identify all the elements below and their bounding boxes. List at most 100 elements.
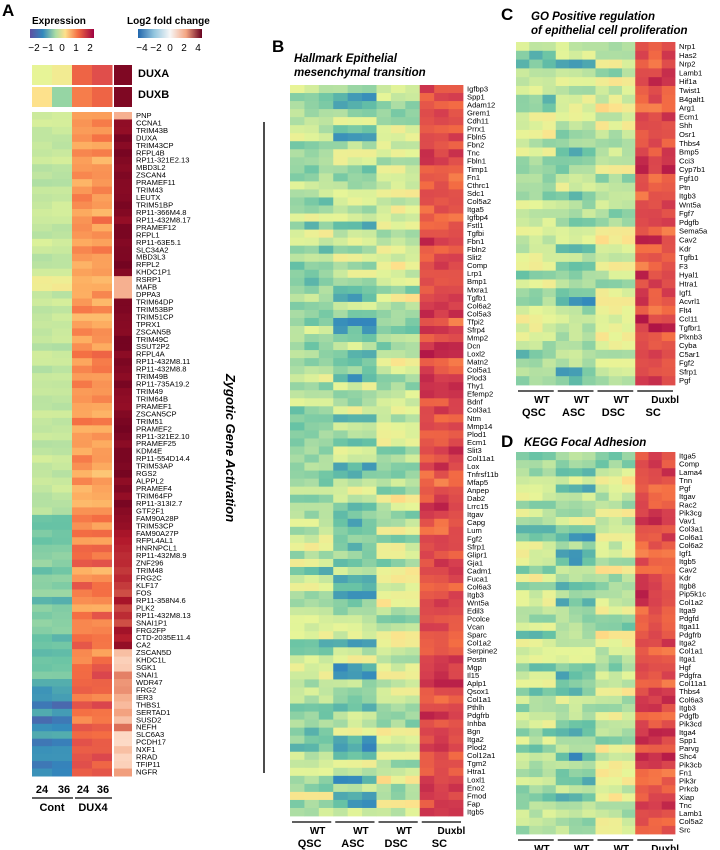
heatmap-cell	[635, 121, 649, 131]
heatmap-cell	[582, 460, 596, 469]
heatmap-d	[516, 452, 676, 835]
panel-d-letter: D	[501, 432, 513, 451]
heatmap-cell	[661, 606, 676, 615]
heatmap-cell	[318, 350, 334, 359]
heatmap-cell	[648, 244, 663, 254]
heatmap-cell	[304, 101, 320, 110]
heatmap-cell	[542, 492, 557, 502]
heatmap-cell	[516, 817, 530, 827]
gene-label: Sfrp1	[467, 542, 485, 551]
heatmap-cell	[304, 366, 320, 375]
heatmap-cell	[434, 173, 449, 182]
heatmap-cell	[304, 542, 320, 552]
heatmap-cell	[347, 173, 363, 182]
heatmap-cell	[304, 237, 320, 247]
heatmap-cell	[333, 406, 349, 415]
gene-label: Il15	[467, 671, 479, 680]
heatmap-cell	[405, 687, 421, 696]
heatmap-cell	[661, 549, 676, 559]
heatmap-cell	[318, 93, 334, 102]
heatmap-cell	[390, 382, 406, 391]
heatmap-cell	[32, 358, 53, 367]
heatmap-cell	[569, 582, 583, 591]
heatmap-cell	[347, 575, 363, 584]
heatmap-cell	[542, 736, 557, 745]
heatmap-cell	[347, 149, 363, 158]
heatmap-cell	[405, 253, 421, 263]
logfc-cell	[114, 246, 132, 255]
heatmap-cell	[32, 373, 53, 382]
gene-label: TRIM49C	[136, 335, 169, 344]
heatmap-cell	[648, 573, 663, 583]
heatmap-cell	[362, 502, 377, 512]
heatmap-cell	[290, 430, 305, 439]
heatmap-cell	[376, 711, 392, 721]
heatmap-cell	[448, 301, 464, 311]
heatmap-cell	[661, 517, 676, 526]
heatmap-cell	[569, 508, 583, 518]
heatmap-cell	[405, 599, 421, 608]
heatmap-cell	[622, 314, 636, 324]
heatmap-cell	[595, 200, 610, 210]
heatmap-cell	[347, 350, 363, 359]
heatmap-cell	[92, 171, 113, 180]
heatmap-cell	[648, 517, 663, 526]
heatmap-cell	[405, 446, 421, 455]
heatmap-cell	[405, 317, 421, 327]
heatmap-cell	[390, 759, 406, 769]
heatmap-cell	[595, 744, 610, 754]
heatmap-cell	[405, 470, 421, 480]
heatmap-cell	[72, 380, 93, 389]
logfc-cell	[114, 380, 132, 389]
heatmap-cell	[362, 470, 377, 480]
heatmap-cell	[318, 583, 334, 592]
heatmap-cell	[347, 735, 363, 745]
heatmap-cell	[390, 285, 406, 295]
heatmap-cell	[304, 719, 320, 729]
heatmap-cell	[635, 261, 649, 272]
heatmap-cell	[290, 510, 305, 520]
heatmap-cell	[376, 695, 392, 704]
heatmap-cell	[390, 663, 406, 672]
heatmap-cell	[608, 655, 623, 664]
heatmap-cell	[390, 743, 406, 753]
heatmap-cell	[555, 614, 570, 624]
heatmap-cell	[555, 557, 570, 567]
heatmap-cell	[622, 777, 636, 786]
heatmap-cell	[635, 476, 649, 485]
heatmap-cell	[569, 549, 583, 559]
heatmap-cell	[529, 297, 543, 307]
heatmap-cell	[419, 494, 435, 504]
heatmap-cell	[595, 165, 610, 175]
heatmap-cell	[318, 494, 334, 504]
gene-label: F3	[679, 262, 688, 271]
heatmap-cell	[434, 615, 449, 624]
heatmap-cell	[529, 182, 543, 192]
gene-label: Slit3	[467, 446, 482, 455]
heatmap-cell	[333, 253, 349, 263]
heatmap-cell	[622, 768, 636, 778]
heatmap-cell	[648, 217, 663, 228]
heatmap-cell	[52, 671, 73, 680]
heatmap-cell	[290, 591, 305, 600]
heatmap-cell	[304, 759, 320, 769]
logfc-cell	[114, 65, 132, 85]
heatmap-cell	[92, 126, 113, 135]
heatmap-cell	[448, 631, 464, 640]
gene-label: KHDC1P1	[136, 268, 171, 277]
heatmap-cell	[290, 446, 305, 455]
heatmap-cell	[661, 533, 676, 542]
logfc-tick-label: 4	[195, 43, 201, 54]
heatmap-cell	[622, 606, 636, 615]
heatmap-cell	[516, 476, 530, 485]
heatmap-cell	[92, 507, 113, 516]
heatmap-cell	[622, 341, 636, 351]
heatmap-cell	[52, 126, 73, 135]
heatmap-cell	[622, 209, 636, 219]
heatmap-cell	[595, 760, 610, 770]
column-label-wt: WT	[353, 826, 369, 837]
gene-label: Fgf7	[679, 209, 694, 218]
gene-label: RFPL4B	[136, 148, 165, 157]
heatmap-cell	[569, 156, 583, 166]
logfc-cell	[114, 141, 132, 150]
